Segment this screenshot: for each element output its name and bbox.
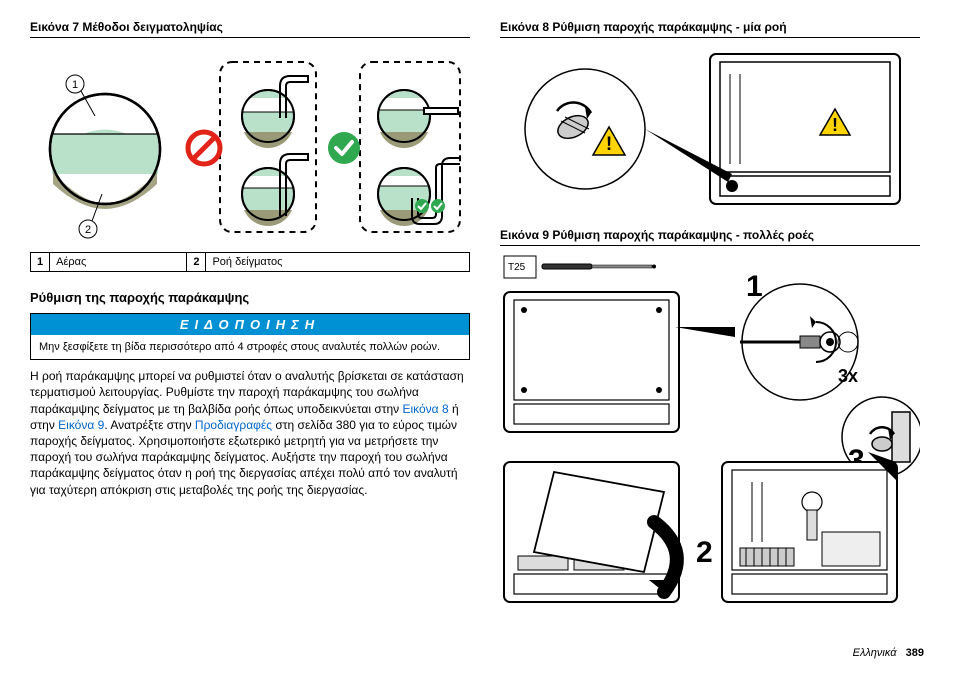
callout-1: 1 <box>72 79 78 91</box>
footer-page: 389 <box>906 647 924 659</box>
footer-lang: Ελληνικά <box>853 647 897 659</box>
svg-text:!: ! <box>606 134 612 155</box>
notice-body: Μην ξεσφίξετε τη βίδα περισσότερο από 4 … <box>31 335 469 359</box>
callout-2: 2 <box>85 224 91 236</box>
step-2: 2 <box>696 536 713 569</box>
link-fig8[interactable]: Εικόνα 8 <box>402 402 448 416</box>
legend-label: Ροή δείγματος <box>206 253 470 272</box>
figure-8: ! <box>500 44 920 214</box>
fig7-legend: 1 Αέρας 2 Ροή δείγματος <box>30 252 470 272</box>
figure-7: 1 2 <box>30 44 470 244</box>
link-specs[interactable]: Προδιαγραφές <box>195 418 272 432</box>
svg-text:T25: T25 <box>508 262 526 273</box>
times-label: 3x <box>838 366 858 386</box>
fig8-caption: Εικόνα 8 Ρύθμιση παροχής παράκαμψης - μί… <box>500 20 920 38</box>
svg-text:!: ! <box>832 115 838 135</box>
fig7-caption: Εικόνα 7 Μέθοδοι δειγματοληψίας <box>30 20 470 38</box>
legend-num: 2 <box>187 253 206 272</box>
yes-icon <box>328 132 360 164</box>
tool-icon: T25 <box>504 256 656 278</box>
page-footer: Ελληνικά 389 <box>853 647 924 659</box>
figure-9: T25 <box>500 252 920 612</box>
fig9-caption: Εικόνα 9 Ρύθμιση παροχής παράκαμψης - πο… <box>500 228 920 246</box>
no-icon <box>188 132 220 164</box>
legend-label: Αέρας <box>50 253 187 272</box>
body-paragraph: Η ροή παράκαμψης μπορεί να ρυθμιστεί ότα… <box>30 368 470 498</box>
notice-box: ΕΙΔΟΠΟΙΗΣΗ Μην ξεσφίξετε τη βίδα περισσό… <box>30 313 470 360</box>
notice-header: ΕΙΔΟΠΟΙΗΣΗ <box>31 314 469 335</box>
section-title: Ρύθμιση της παροχής παράκαμψης <box>30 290 470 305</box>
legend-num: 1 <box>31 253 50 272</box>
link-fig9[interactable]: Εικόνα 9 <box>58 418 104 432</box>
step-1: 1 <box>746 270 763 303</box>
